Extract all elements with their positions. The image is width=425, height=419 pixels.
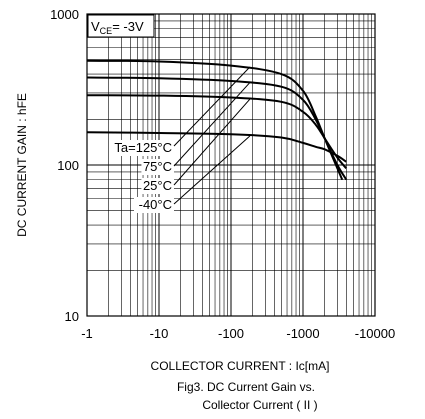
- curves: [86, 59, 348, 181]
- series-line: [86, 76, 348, 181]
- curve-label-leader: [173, 66, 251, 147]
- x-tick-label: -10: [150, 326, 169, 341]
- caption-line-2: Collector Current ( II ): [202, 398, 317, 412]
- curve-label-leader: [173, 98, 251, 186]
- grid: [86, 14, 375, 317]
- x-tick-label: -1000: [286, 326, 319, 341]
- y-tick-label: 10: [65, 309, 79, 324]
- curve-label-background: [141, 178, 174, 194]
- curve-label-background: [141, 159, 174, 175]
- curve-label-leader: [173, 82, 251, 167]
- x-tick-label: -100: [218, 326, 244, 341]
- curve-labels: Ta=125°C 75°C 25°C -40°C: [111, 66, 251, 213]
- x-tick-label: -1: [81, 326, 93, 341]
- x-tick-labels: -1 -10 -100 -1000 -10000: [81, 326, 395, 341]
- caption-line-1: Fig3. DC Current Gain vs.: [177, 380, 315, 394]
- y-axis-label: DC CURRENT GAIN : hFE: [15, 93, 29, 237]
- curve-label-background: [111, 140, 174, 156]
- plot-frame: [86, 13, 376, 317]
- y-tick-label: 100: [57, 158, 79, 173]
- series-line: [86, 131, 347, 163]
- curve-label-leader: [173, 135, 251, 205]
- curve-label-background: [134, 197, 174, 213]
- curve-label: 25°C: [143, 178, 172, 193]
- x-tick-label: -10000: [355, 326, 395, 341]
- y-tick-label: 1000: [50, 7, 79, 22]
- curve-label: -40°C: [139, 197, 172, 212]
- condition-label: VCE= -3V: [91, 19, 144, 36]
- condition-box: VCE= -3V: [87, 14, 155, 38]
- curve-label: 75°C: [143, 159, 172, 174]
- y-tick-labels: 10 100 1000: [50, 7, 79, 324]
- x-axis-label: COLLECTOR CURRENT : Ic[mA]: [151, 359, 330, 373]
- curve-label: Ta=125°C: [114, 140, 172, 155]
- series-line: [86, 94, 348, 170]
